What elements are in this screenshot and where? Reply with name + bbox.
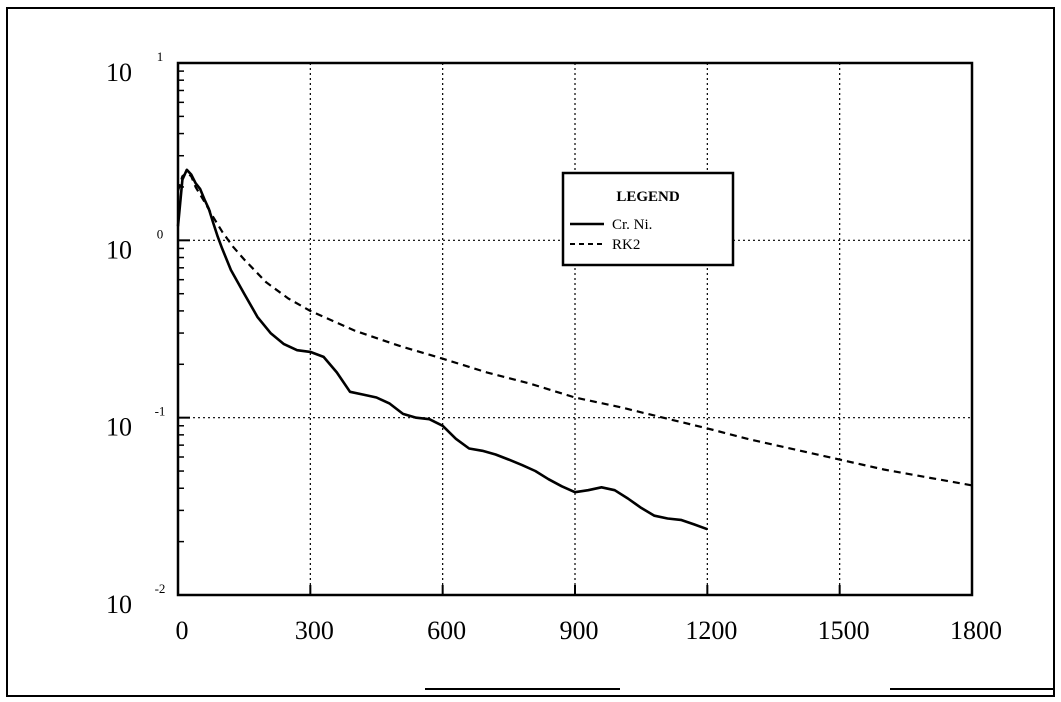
y-tick-label: 10	[106, 413, 132, 442]
x-tick-label: 1500	[818, 616, 870, 645]
grid-lines	[178, 63, 972, 595]
y-tick-label: 10	[106, 235, 132, 264]
x-tick-label: 900	[560, 616, 599, 645]
legend-box	[561, 171, 735, 267]
figure-border	[6, 7, 1055, 697]
x-tick-label: 0	[176, 616, 189, 645]
series-line-rk2	[176, 171, 973, 487]
legend: LEGEND Cr. Ni. RK2	[561, 171, 735, 267]
y-axis-tick-labels: 10 1 10 0 10 -1 10 -2	[106, 49, 165, 619]
x-tick-label: 1800	[950, 616, 1002, 645]
x-tick-label: 300	[295, 616, 334, 645]
y-tick-label: 10	[106, 590, 132, 619]
legend-title: LEGEND	[616, 189, 680, 205]
series-line-cr-ni	[176, 168, 708, 531]
y-tick-exponent: -1	[155, 404, 166, 419]
y-tick-exponent: 1	[157, 49, 164, 64]
y-tick-label: 10	[106, 58, 132, 87]
legend-label-rk2: RK2	[612, 237, 640, 253]
x-tick-label: 600	[427, 616, 466, 645]
x-axis-tick-labels: 0 300 600 900 1200 1500 1800	[176, 616, 1003, 645]
x-tick-label: 1200	[685, 616, 737, 645]
legend-label-cr-ni: Cr. Ni.	[612, 217, 652, 233]
y-tick-exponent: 0	[157, 226, 164, 241]
series-lines	[176, 168, 973, 531]
y-tick-exponent: -2	[155, 581, 166, 596]
plot-frame	[176, 61, 974, 597]
